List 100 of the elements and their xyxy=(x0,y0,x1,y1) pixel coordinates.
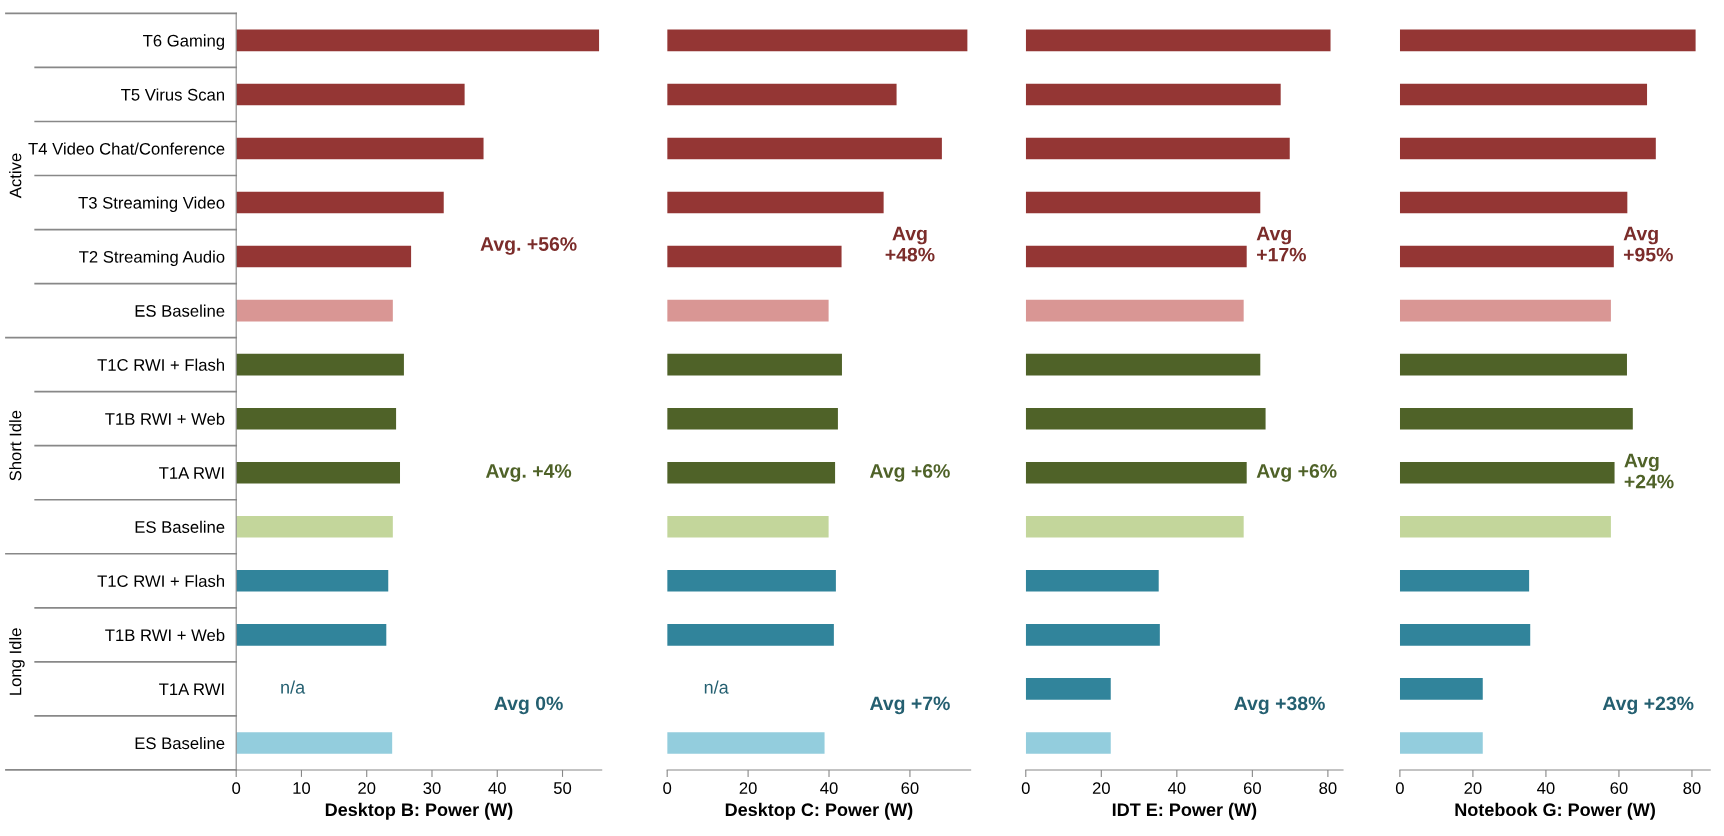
bar xyxy=(667,407,838,430)
text: n/a xyxy=(704,680,729,694)
annotation: Avg +17% xyxy=(1256,226,1306,262)
bar xyxy=(1399,83,1648,106)
text: Long Idle xyxy=(9,628,25,695)
annotation: Avg +95% xyxy=(1623,226,1673,262)
y-tick-label: T1B RWI + Web xyxy=(105,628,225,642)
x-axis-title: Desktop B: Power (W) xyxy=(325,802,513,820)
x-tick-label: 40 xyxy=(1537,782,1555,794)
y-tick-label: T5 Virus Scan xyxy=(121,88,224,101)
x-tick-label: 40 xyxy=(1167,782,1186,794)
bar xyxy=(1399,407,1633,430)
text: n/a xyxy=(281,680,306,694)
x-tick-label: 10 xyxy=(293,782,311,794)
bar xyxy=(1399,137,1656,160)
x-tick-label: 80 xyxy=(1683,782,1701,794)
x-tick-label: 40 xyxy=(488,782,506,794)
bar xyxy=(1399,245,1614,268)
bar xyxy=(667,353,842,376)
x-tick-label: 0 xyxy=(663,782,672,794)
bar xyxy=(236,191,444,214)
text: Active xyxy=(9,153,22,199)
bar xyxy=(1399,29,1696,52)
annotation: Avg +38% xyxy=(1234,696,1325,715)
bar xyxy=(236,245,412,268)
bar xyxy=(236,353,404,376)
bar xyxy=(236,299,393,322)
annotation: Avg. +4% xyxy=(485,464,572,482)
bar xyxy=(1025,515,1244,538)
bar xyxy=(667,624,834,646)
bar xyxy=(1025,570,1159,592)
x-tick-label: 60 xyxy=(1243,782,1261,794)
bar xyxy=(1399,678,1483,700)
y-tick-label: T3 Streaming Video xyxy=(78,196,225,213)
bar xyxy=(1399,570,1530,592)
x-tick-label: 20 xyxy=(1464,782,1482,794)
bar xyxy=(1025,191,1261,214)
bar xyxy=(667,732,825,754)
bar xyxy=(1025,83,1281,106)
y-tick-label: T1A RWI xyxy=(159,467,224,479)
bar xyxy=(236,515,393,538)
bar xyxy=(667,191,884,214)
text: Short Idle xyxy=(9,410,22,481)
bar xyxy=(1025,732,1111,754)
x-tick-label: 0 xyxy=(232,782,241,794)
annotation: Avg +6% xyxy=(1256,464,1337,482)
bar xyxy=(1399,461,1615,484)
bar xyxy=(236,732,393,754)
bar xyxy=(1025,624,1160,646)
y-tick-label: T1C RWI + Flash xyxy=(97,358,224,371)
x-axis-title: Desktop C: Power (W) xyxy=(725,802,913,820)
bar xyxy=(1399,353,1627,376)
bar xyxy=(1025,299,1244,322)
bar xyxy=(1025,678,1111,700)
y-tick-label: T6 Gaming xyxy=(143,34,225,50)
x-tick-label: 30 xyxy=(423,782,441,794)
bar xyxy=(1025,137,1290,160)
bar xyxy=(1399,191,1628,214)
x-tick-label: 80 xyxy=(1319,782,1337,794)
bar xyxy=(1399,299,1611,322)
x-axis-title: Notebook G: Power (W) xyxy=(1455,802,1655,820)
annotation: Avg 0% xyxy=(494,696,563,715)
y-tick-label: T4 Video Chat/Conference xyxy=(28,142,225,155)
bar xyxy=(1025,353,1261,376)
bar xyxy=(236,29,600,52)
annotation: Avg +24% xyxy=(1624,453,1674,489)
y-tick-label: T1C RWI + Flash xyxy=(97,574,224,588)
x-tick-label: 40 xyxy=(820,782,838,794)
x-tick-label: 20 xyxy=(739,782,757,794)
annotation: Avg +23% xyxy=(1602,696,1694,715)
y-tick-label: ES Baseline xyxy=(135,304,225,317)
annotation: Avg. +56% xyxy=(480,237,577,255)
x-tick-label: 60 xyxy=(1610,782,1628,794)
y-tick-label: T1B RWI + Web xyxy=(105,412,225,425)
bar xyxy=(236,570,389,592)
bar xyxy=(667,461,836,484)
x-tick-label: 20 xyxy=(358,782,376,794)
bar xyxy=(1025,407,1266,430)
y-tick-label: T2 Streaming Audio xyxy=(79,250,225,267)
annotation: Avg +7% xyxy=(869,696,950,715)
bar xyxy=(1399,732,1483,754)
x-tick-label: 0 xyxy=(1395,782,1404,794)
bar xyxy=(667,83,897,106)
y-tick-label: T1A RWI xyxy=(159,683,224,695)
bar xyxy=(236,83,465,106)
x-tick-label: 60 xyxy=(901,782,919,794)
bar xyxy=(236,461,400,484)
bar xyxy=(1025,29,1331,52)
bar xyxy=(236,407,397,430)
bar xyxy=(667,570,836,592)
bar xyxy=(1399,624,1531,646)
bar xyxy=(1399,515,1611,538)
bar xyxy=(236,137,484,160)
bar xyxy=(1025,245,1247,268)
x-tick-label: 20 xyxy=(1092,782,1110,794)
x-tick-label: 0 xyxy=(1021,782,1030,794)
bar xyxy=(236,624,387,646)
bar xyxy=(667,29,968,52)
bar xyxy=(667,137,942,160)
x-axis-title: IDT E: Power (W) xyxy=(1112,802,1257,820)
